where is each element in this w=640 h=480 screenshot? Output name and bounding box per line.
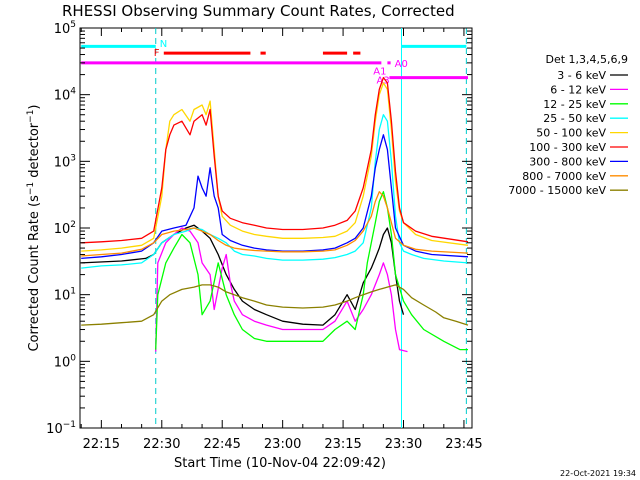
series-line-7 [81, 191, 469, 257]
plot-frame [79, 27, 473, 429]
x-tick-label-4: 23:15 [324, 437, 361, 452]
series-line-6 [81, 134, 469, 260]
y-tick-label-1: 100 [54, 353, 77, 370]
y-tick-label-5: 104 [54, 87, 77, 104]
x-tick-label-0: 22:15 [83, 437, 120, 452]
y-axis: 10−1 100 101 102 103 104 105 [46, 20, 472, 437]
legend-label-7: 800 - 7000 keV [522, 170, 606, 183]
y-tick-label-0: 10−1 [46, 420, 76, 437]
legend-label-2: 12 - 25 keV [543, 98, 606, 111]
series-line-8 [81, 284, 469, 326]
timestamp: 22-Oct-2021 19:34 [560, 469, 636, 478]
legend-header: Det 1,3,4,5,6,9 [545, 53, 628, 66]
y-tick-label-3: 102 [54, 220, 76, 237]
x-tick-label-6: 23:45 [445, 437, 482, 452]
legend-label-5: 100 - 300 keV [529, 141, 606, 154]
y-axis-title: Corrected Count Rate (s−1 detector−1) [26, 104, 42, 351]
series-group [81, 76, 469, 353]
series-line-5 [81, 76, 469, 244]
legend-label-6: 300 - 800 keV [529, 155, 606, 168]
plot-area [79, 27, 473, 429]
series-line-4 [81, 82, 469, 252]
x-axis-title: Start Time (10-Nov-04 22:09:42) [174, 456, 386, 471]
x-axis: 22:15 22:30 22:45 23:00 23:15 23:30 23:45 [80, 28, 483, 452]
flag-label-f: F [154, 48, 160, 59]
legend-label-8: 7000 - 15000 keV [508, 184, 606, 197]
chart-title: RHESSI Observing Summary Count Rates, Co… [62, 2, 455, 20]
legend-label-0: 3 - 6 keV [557, 69, 606, 82]
legend-label-3: 25 - 50 keV [543, 112, 606, 125]
x-tick-label-2: 22:45 [203, 437, 240, 452]
y-tick-label-2: 101 [54, 287, 76, 304]
legend-label-1: 6 - 12 keV [550, 83, 606, 96]
flag-label-a0: A0 [395, 59, 408, 70]
x-tick-label-3: 23:00 [264, 437, 301, 452]
flag-label-n: N [160, 39, 167, 50]
y-tick-label-4: 103 [54, 153, 76, 170]
y-tick-label-6: 105 [54, 20, 76, 37]
series-line-2 [155, 191, 468, 351]
legend-label-4: 50 - 100 keV [536, 127, 606, 140]
flag-label-a3: A3 [377, 75, 390, 86]
x-tick-label-1: 22:30 [143, 437, 180, 452]
x-tick-label-5: 23:30 [385, 437, 422, 452]
series-line-1 [155, 227, 408, 353]
flag-label-a1: A1 [373, 67, 386, 78]
series-line-3 [81, 114, 469, 269]
